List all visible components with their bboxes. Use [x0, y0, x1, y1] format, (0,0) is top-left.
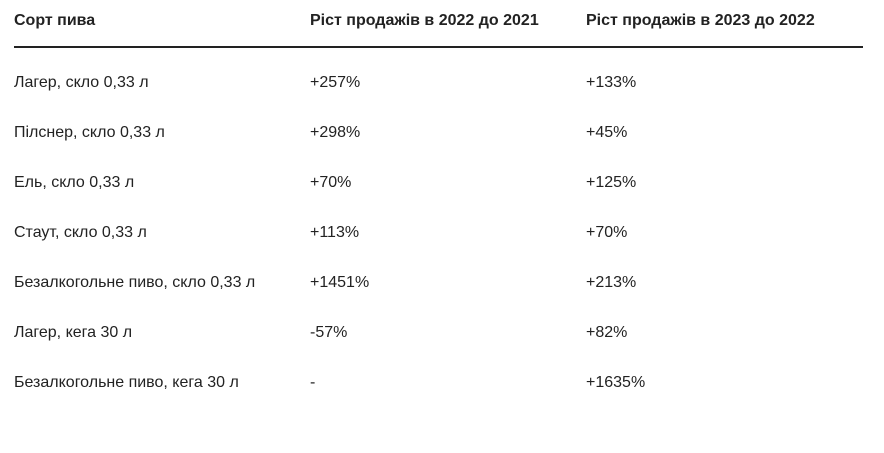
table-cell: Пілснер, скло 0,33 л — [14, 124, 165, 141]
table-cell: Стаут, скло 0,33 л — [14, 224, 147, 241]
header-cell: Ріст продажів в 2023 до 2022 — [586, 0, 863, 48]
table-row: Лагер, скло 0,33 л +257% +133% — [14, 47, 863, 108]
table-cell: Лагер, скло 0,33 л — [14, 74, 149, 91]
table-cell: -57% — [310, 324, 348, 341]
table-body: Лагер, скло 0,33 л +257% +133% Пілснер, скл… — [14, 47, 863, 408]
table-cell: +113% — [310, 224, 360, 241]
table-cell: +1451% — [310, 274, 370, 291]
table-cell: +133% — [586, 74, 637, 91]
table-cell: +70% — [310, 174, 352, 191]
table-cell: +298% — [310, 124, 361, 141]
table-row: Лагер, кега 30 л -57% +82% — [14, 308, 863, 358]
table-cell: Лагер, кега 30 л — [14, 324, 133, 341]
table-cell: +45% — [586, 124, 628, 141]
table-header: Сорт пива Ріст продажів в 2022 до 2021 Ріс… — [14, 0, 863, 48]
table-cell: +257% — [310, 74, 361, 91]
header-cell: Ріст продажів в 2022 до 2021 — [310, 0, 586, 48]
table-row: Безалкогольне пиво, кега 30 л - +1635% — [14, 358, 863, 408]
header-row: Сорт пива Ріст продажів в 2022 до 2021 Ріс… — [14, 0, 863, 48]
table-cell: +125% — [586, 174, 637, 191]
table-row: Стаут, скло 0,33 л +113% +70% — [14, 208, 863, 258]
table-cell: +1635% — [586, 374, 646, 391]
table-cell: +70% — [586, 224, 628, 241]
table-cell: +82% — [586, 324, 628, 341]
table-cell: Безалкогольне пиво, скло 0,33 л — [14, 274, 256, 291]
table-row: Безалкогольне пиво, скло 0,33 л +1451% +21… — [14, 258, 863, 308]
header-cell: Сорт пива — [14, 0, 310, 48]
table-cell: Безалкогольне пиво, кега 30 л — [14, 374, 239, 391]
table-row: Ель, скло 0,33 л +70% +125% — [14, 158, 863, 208]
table-row: Пілснер, скло 0,33 л +298% +45% — [14, 108, 863, 158]
table-cell: - — [310, 374, 316, 391]
table-cell: Ель, скло 0,33 л — [14, 174, 135, 191]
table-cell: +213% — [586, 274, 637, 291]
sales-table: Сорт пива Ріст продажів в 2022 до 2021 Ріс… — [14, 0, 863, 408]
